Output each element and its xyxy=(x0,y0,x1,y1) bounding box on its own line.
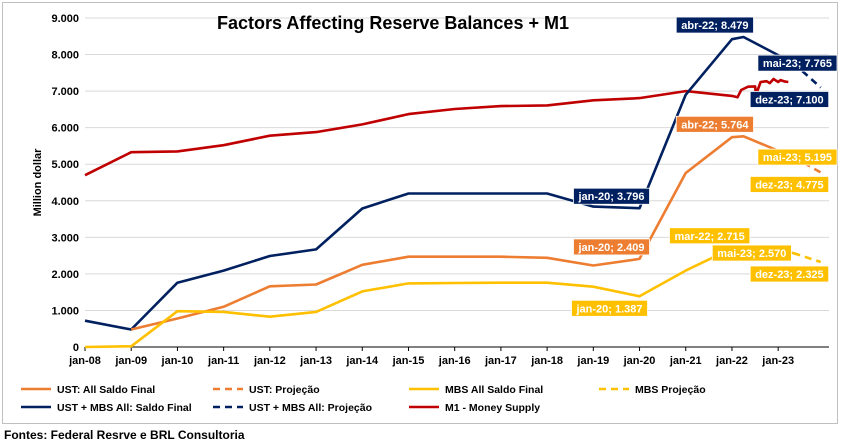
x-tick-label: jan-17 xyxy=(484,355,517,367)
data-label-box xyxy=(711,244,792,262)
data-label: dez-23; 2.325 xyxy=(755,269,823,281)
data-label-box xyxy=(573,187,650,205)
series-line xyxy=(84,246,794,349)
y-axis-label: Million dollar xyxy=(32,148,44,217)
legend-label: UST + MBS All: Saldo Final xyxy=(57,402,192,414)
series-line xyxy=(84,35,795,331)
chart-title: Factors Affecting Reserve Balances + M1 xyxy=(217,13,569,33)
x-tick-label: jan-13 xyxy=(299,355,332,367)
x-tick-label: jan-22 xyxy=(715,355,748,367)
data-label: mai-23; 2.570 xyxy=(717,248,786,260)
source-note: Fontes: Federal Resrve e BRL Consultoria xyxy=(4,428,245,442)
y-tick-label: 3.000 xyxy=(51,232,79,244)
x-tick-label: jan-23 xyxy=(761,355,794,367)
x-tick-label: jan-11 xyxy=(207,355,239,367)
x-tick-label: jan-09 xyxy=(114,355,147,367)
y-tick-label: 4.000 xyxy=(51,196,79,208)
y-tick-label: 7.000 xyxy=(51,86,79,98)
y-tick-label: 1.000 xyxy=(51,305,79,317)
legend-label: UST: All Saldo Final xyxy=(57,384,155,396)
x-tick-label: jan-16 xyxy=(438,355,471,367)
data-label: abr-22; 5.764 xyxy=(681,119,749,131)
data-label: dez-23; 7.100 xyxy=(755,94,823,106)
x-tick-label: jan-15 xyxy=(392,355,425,367)
x-tick-label: jan-20 xyxy=(623,355,656,367)
data-label-box xyxy=(757,54,838,72)
data-label-box xyxy=(749,176,830,193)
y-tick-label: 2.000 xyxy=(51,269,79,281)
legend-label: MBS Projeção xyxy=(635,384,706,396)
series-line xyxy=(84,77,789,177)
y-tick-label: 9.000 xyxy=(51,13,79,25)
data-label-box xyxy=(573,238,650,256)
y-tick-label: 0 xyxy=(73,342,79,354)
x-tick-label: jan-12 xyxy=(253,355,286,367)
data-label-box xyxy=(675,16,754,34)
line-chart: 0 1.000 2.000 3.000 4.000 5.000 6.000 7.000 8.00… xyxy=(21,13,838,414)
data-label-box xyxy=(757,148,838,166)
series-line xyxy=(130,135,794,331)
x-tick-label: jan-08 xyxy=(68,355,101,367)
y-tick-label: 6.000 xyxy=(51,123,79,135)
legend-label: UST: Projeção xyxy=(249,384,320,396)
data-label-box xyxy=(749,265,830,283)
data-label: mai-23; 5.195 xyxy=(763,152,832,164)
chart-frame: 0 1.000 2.000 3.000 4.000 5.000 6.000 7.000 8.00… xyxy=(2,2,838,424)
y-tick-label: 8.000 xyxy=(51,50,79,62)
y-tick-label: 5.000 xyxy=(51,159,79,171)
legend-label: M1 - Money Supply xyxy=(445,402,540,414)
data-label: mar-22; 2.715 xyxy=(674,231,744,243)
data-label: mai-23; 7.765 xyxy=(763,58,832,70)
data-label: jan-20; 1.387 xyxy=(575,303,642,315)
x-tick-label: jan-10 xyxy=(161,355,194,367)
data-label-box xyxy=(749,91,830,108)
data-label-box xyxy=(571,299,648,317)
data-label: jan-20; 3.796 xyxy=(577,191,644,203)
data-label: jan-20; 2.409 xyxy=(577,242,644,254)
x-tick-label: jan-14 xyxy=(345,355,379,367)
x-tick-label: jan-21 xyxy=(669,355,702,367)
data-label: abr-22; 8.479 xyxy=(681,20,748,32)
legend-label: UST + MBS All: Projeção xyxy=(249,402,372,414)
x-tick-label: jan-19 xyxy=(576,355,609,367)
series-line xyxy=(792,251,822,264)
data-label-box xyxy=(669,227,751,245)
data-label-box xyxy=(675,115,754,133)
legend-label: MBS All Saldo Final xyxy=(445,384,543,396)
x-tick-label: jan-18 xyxy=(530,355,563,367)
data-label: dez-23; 4.775 xyxy=(755,179,823,191)
